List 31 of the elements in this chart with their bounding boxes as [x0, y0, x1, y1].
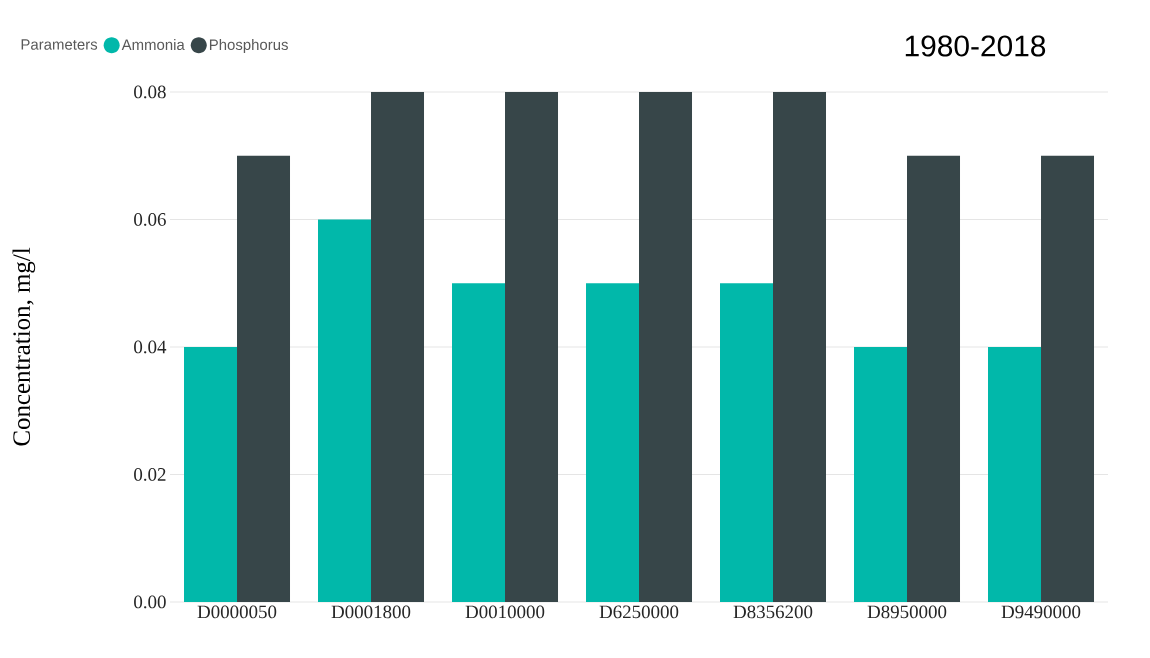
bar — [720, 283, 774, 602]
bar — [854, 346, 908, 602]
x-tick-label: D0010000 — [465, 605, 545, 619]
y-tick-label: 0.00 — [134, 595, 166, 609]
y-tick-label: 0.02 — [134, 468, 166, 481]
bar — [773, 91, 827, 602]
y-tick-label: 0.04 — [134, 340, 167, 354]
x-tick-label: D8356200 — [733, 605, 813, 619]
x-tick-label: D9490000 — [1001, 605, 1081, 619]
bar — [184, 346, 238, 602]
chart-title: 1980-2018 — [905, 35, 1046, 57]
x-tick-label: D6250000 — [599, 605, 679, 619]
legend-label: Ammonia — [121, 39, 185, 51]
bar — [988, 346, 1042, 602]
x-tick-label: D8950000 — [867, 605, 947, 619]
legend-label: Phosphorus — [209, 39, 288, 53]
bar — [371, 91, 425, 602]
bar — [1041, 155, 1095, 602]
bar — [318, 219, 372, 602]
bar — [505, 91, 559, 602]
bar — [237, 155, 291, 602]
x-tick-label: D0001800 — [331, 605, 411, 619]
bar — [907, 155, 961, 602]
bar — [452, 283, 506, 602]
legend-title: Parameters — [21, 39, 98, 50]
y-tick-label: 0.08 — [134, 85, 166, 99]
bar — [639, 91, 693, 602]
y-axis-title: Concentration, mg/l — [12, 247, 36, 446]
y-tick-label: 0.06 — [134, 213, 166, 226]
x-tick-label: D0000050 — [197, 605, 277, 619]
bar — [586, 283, 640, 602]
